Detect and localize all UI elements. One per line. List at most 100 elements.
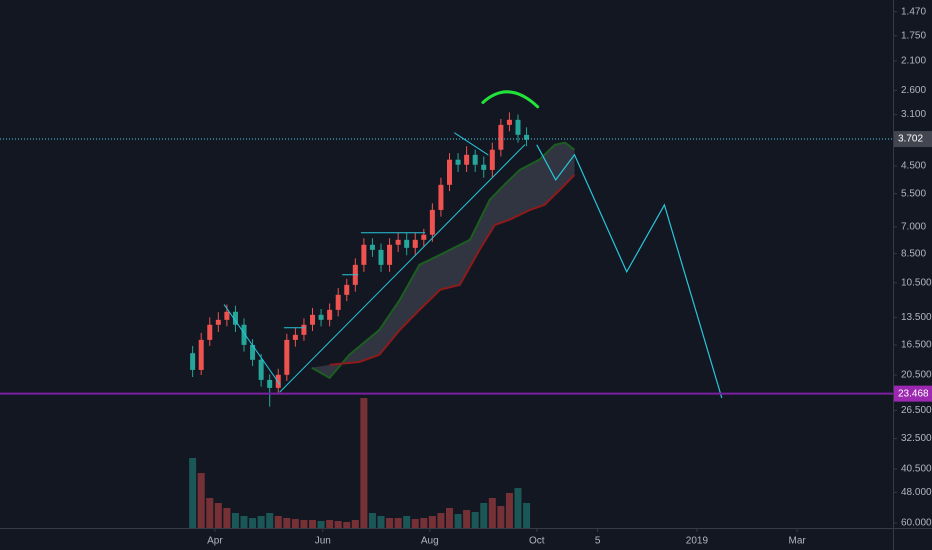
volume-bar [266, 513, 274, 528]
y-tick-label: 40.500 [901, 463, 932, 474]
volume-bar [471, 512, 479, 528]
candle-body [361, 244, 367, 265]
volume-bar [257, 516, 265, 528]
volume-bar [445, 508, 453, 528]
volume-bar [326, 520, 334, 528]
candle-body [455, 159, 461, 165]
candle-body [472, 154, 478, 165]
candle-body [215, 319, 221, 325]
volume-bar [283, 518, 291, 528]
volume-bar [411, 519, 419, 528]
volume-bar [497, 506, 505, 528]
candle-body [395, 239, 401, 245]
y-tick-label: 2.100 [901, 56, 926, 67]
volume-bar [240, 516, 248, 528]
volume-bar [514, 488, 522, 528]
y-tick-label: 20.500 [901, 370, 932, 381]
candle-body [241, 324, 247, 345]
volume-bar [206, 498, 214, 528]
cloud-fill [311, 142, 575, 378]
y-tick-label: 60.000 [901, 518, 932, 529]
candle-body [301, 324, 307, 335]
candle-body [335, 294, 341, 310]
y-tick-label: 5.500 [901, 188, 926, 199]
candle-body [438, 184, 444, 210]
candle-body [481, 164, 487, 170]
candle-body [224, 311, 230, 320]
volume-bar [386, 518, 394, 528]
volume-bar [360, 398, 368, 528]
candle-body [292, 334, 298, 340]
candle-body [489, 149, 495, 170]
price-tag [894, 131, 932, 148]
candle-body [318, 314, 324, 320]
candle-body [464, 154, 470, 165]
volume-bar [291, 519, 299, 528]
candle-body [198, 339, 204, 370]
y-tick-label: 1.470 [901, 6, 926, 17]
price-tag-label: 23.468 [898, 388, 929, 399]
volume-bar [377, 516, 385, 528]
y-tick-label: 13.500 [901, 312, 932, 323]
volume-bar [463, 510, 471, 528]
x-tick-label: 5 [595, 536, 601, 547]
candle-body [327, 309, 333, 320]
candle-body [412, 239, 418, 248]
x-tick-label: 2019 [686, 536, 709, 547]
candle-body [506, 119, 512, 125]
volume-bar [309, 520, 317, 528]
volume-bar [249, 518, 257, 528]
x-tick-label: Aug [421, 536, 439, 547]
y-tick-label: 4.500 [901, 161, 926, 172]
candle-body [258, 359, 264, 380]
volume-bar [197, 473, 205, 528]
candle-body [446, 159, 452, 185]
y-tick-label: 8.500 [901, 248, 926, 259]
cloud-line [311, 141, 576, 380]
price-tag-label: 3.702 [898, 134, 923, 145]
trend-line [454, 132, 489, 156]
volume-bar [368, 513, 376, 528]
x-tick-label: Oct [529, 536, 545, 547]
volume-bar [454, 514, 462, 528]
candle-body [378, 249, 384, 265]
x-tick-label: Jun [315, 536, 331, 547]
candle-body [190, 353, 196, 370]
candle-body [250, 344, 256, 360]
volume-bar [343, 522, 351, 528]
y-tick-label: 48.000 [901, 487, 932, 498]
candle-body [344, 284, 350, 295]
cloud-line [329, 174, 576, 366]
price-tag [894, 385, 932, 402]
trend-line [223, 304, 281, 386]
volume-bar [403, 516, 411, 528]
candle-body [232, 311, 238, 325]
x-tick-label: Apr [207, 536, 223, 547]
volume-bar [317, 521, 325, 528]
volume-bar [231, 513, 239, 528]
candle-body [284, 339, 290, 375]
candle-body [404, 239, 410, 248]
volume-bar [480, 503, 488, 528]
volume-bar [428, 516, 436, 528]
volume-bar [420, 518, 428, 528]
y-tick-label: 1.750 [901, 30, 926, 41]
volume-bar [523, 503, 531, 528]
y-tick-label: 7.000 [901, 222, 926, 233]
candle-body [267, 379, 273, 388]
projection-line [536, 144, 723, 399]
volume-bar [274, 516, 282, 528]
volume-bar [505, 493, 513, 528]
volume-bar [300, 520, 308, 528]
candle-body [310, 314, 316, 325]
candle-body [387, 244, 393, 265]
candle-body [207, 324, 213, 340]
candle-body [498, 124, 504, 150]
trend-line [279, 144, 526, 393]
y-tick-label: 26.500 [901, 405, 932, 416]
volume-bar [394, 518, 402, 528]
y-tick-label: 16.500 [901, 340, 932, 351]
x-tick-label: Mar [788, 536, 806, 547]
candle-body [515, 119, 521, 135]
y-tick-label: 10.500 [901, 277, 932, 288]
